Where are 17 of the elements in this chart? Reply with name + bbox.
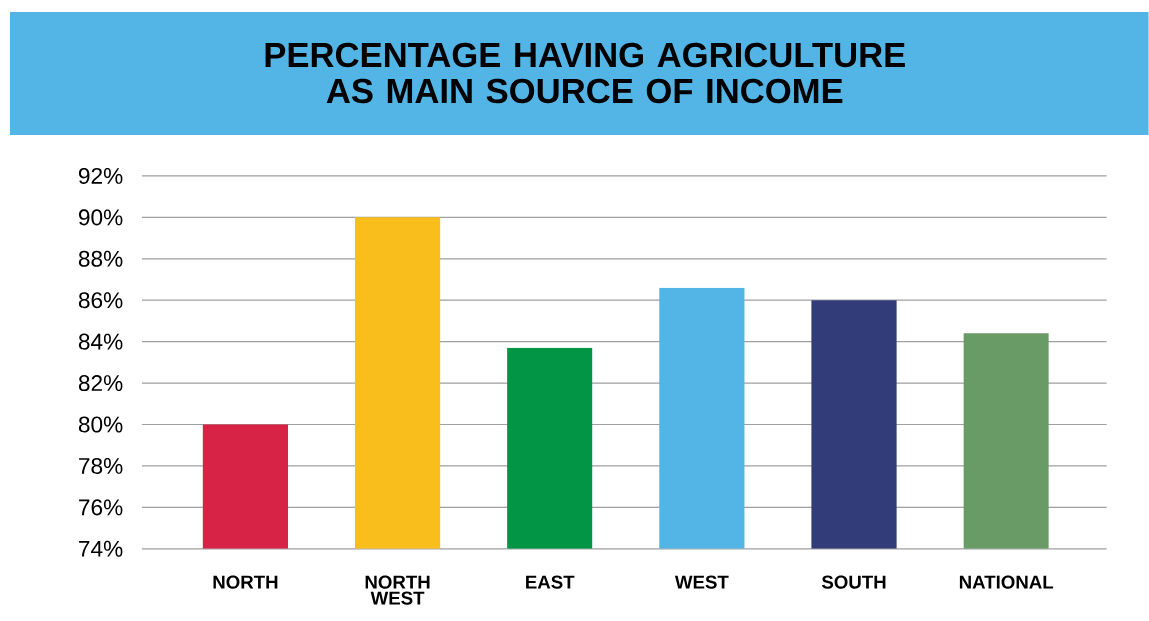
y-tick-label: 90% <box>78 209 123 226</box>
x-tick-label: EAST <box>526 575 575 589</box>
y-tick-label: 78% <box>79 458 123 475</box>
y-tick-label: 84% <box>78 333 123 350</box>
y-tick-label: 88% <box>78 250 123 267</box>
x-tick-label: NATIONAL <box>959 575 1054 589</box>
chart-title: PERCENTAGE HAVING AGRICULTURE AS MAIN SOURCE OF INCOME <box>265 42 905 104</box>
y-tick-label: 92% <box>78 168 123 185</box>
x-tick-label: NORTH WEST <box>365 575 430 605</box>
x-tick-label: NORTH <box>213 575 278 589</box>
x-tick-label: WEST <box>674 575 729 589</box>
y-tick-label: 80% <box>78 416 123 433</box>
y-tick-label: 86% <box>78 292 123 309</box>
x-tick-label: SOUTH <box>821 575 886 589</box>
y-tick-label: 74% <box>79 540 123 557</box>
y-tick-label: 82% <box>78 375 123 392</box>
y-tick-label: 76% <box>79 499 123 516</box>
